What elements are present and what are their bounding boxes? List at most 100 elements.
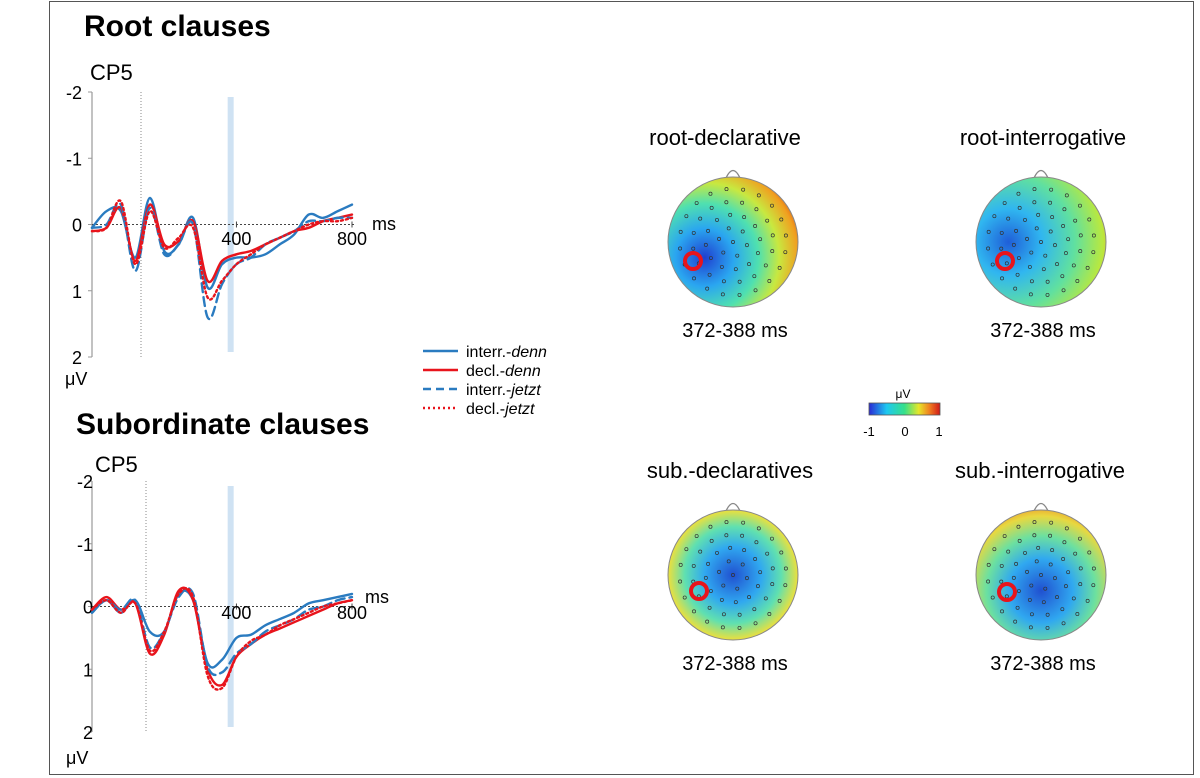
- topomap-sub-interrogative: [975, 502, 1107, 641]
- electrode-dot: [1050, 548, 1055, 553]
- electrode-dot: [752, 274, 757, 279]
- electrode-dot: [1041, 267, 1046, 272]
- electrode-dot: [756, 526, 761, 531]
- electrode-dot: [1016, 256, 1021, 260]
- electrode-dot: [1087, 217, 1092, 222]
- electrode-dot: [1023, 550, 1027, 555]
- topomap-root-interrogative: [975, 169, 1107, 308]
- electrode-dot: [1085, 265, 1090, 270]
- topo-title-sub-int: sub.-interrogative: [955, 458, 1125, 483]
- electrode-dot: [720, 292, 725, 297]
- electrode-dot: [1032, 200, 1037, 205]
- electrode-dot: [755, 584, 760, 589]
- colorbar: μV -1 0 1: [863, 387, 942, 439]
- electrode-dot: [715, 550, 719, 555]
- electrode-dot: [1053, 243, 1057, 248]
- electrode-dot: [783, 566, 788, 571]
- electrode-dot: [758, 570, 763, 575]
- electrode-dot: [1091, 566, 1096, 571]
- electrode-dot: [735, 253, 740, 258]
- electrode-dot: [1025, 236, 1029, 241]
- electrode-dot: [783, 233, 788, 238]
- electrode-dot: [692, 609, 696, 614]
- electrode-dot: [1028, 625, 1033, 630]
- electrode-dot: [1014, 228, 1019, 233]
- electrode-dot: [1027, 597, 1032, 602]
- x-tick-label: 400: [221, 229, 251, 249]
- electrode-dot: [753, 224, 758, 228]
- electrode-dot: [1015, 272, 1020, 277]
- electrode-dot: [737, 612, 742, 617]
- electrode-dot: [767, 612, 772, 616]
- electrode-dot: [1034, 226, 1039, 231]
- electrode-dot: [747, 595, 751, 600]
- electrode-dot: [1006, 549, 1011, 554]
- electrode-dot: [1073, 551, 1078, 556]
- electrode-dot: [756, 193, 761, 198]
- electrode-dot: [1053, 576, 1057, 581]
- electrode-dot: [990, 262, 995, 267]
- electrode-dot: [1015, 605, 1020, 610]
- colorbar-unit: μV: [896, 387, 911, 401]
- topo-window-root-int: 372-388 ms: [990, 320, 1096, 342]
- electrode-dot: [735, 586, 740, 591]
- topo-title-root-decl: root-declarative: [649, 125, 801, 150]
- electrode-dot: [1078, 536, 1082, 541]
- electrode-dot: [779, 217, 784, 222]
- electrode-dot: [724, 520, 729, 525]
- electrode-dot: [779, 550, 784, 555]
- electrode-dot: [1048, 229, 1053, 234]
- electrode-dot: [765, 551, 770, 556]
- electrode-dot: [706, 228, 711, 233]
- electrode-dot: [719, 597, 724, 602]
- electrode-dot: [1055, 595, 1059, 600]
- electrode-dot: [754, 540, 759, 545]
- topomap-sub-declaratives: [667, 502, 799, 641]
- electrode-dot: [1063, 584, 1068, 589]
- legend-label-decl-denn: decl.-denn: [466, 363, 541, 380]
- electrode-dot: [1066, 570, 1071, 575]
- root-section-title: Root clauses: [84, 10, 271, 43]
- sub-erp-panel: Subordinate clauses CP5 -2 -1 0 1 2 μV 400 800m…: [66, 408, 389, 768]
- y-tick-label: 2: [72, 348, 82, 368]
- erp-series-decl-jetzt: [90, 199, 354, 301]
- electrode-dot: [742, 215, 747, 220]
- electrode-dot: [1062, 207, 1067, 212]
- y-unit-label: μV: [66, 748, 88, 768]
- electrode-dot: [745, 243, 749, 248]
- electrode-dot: [1078, 203, 1082, 208]
- electrode-dot: [1039, 240, 1043, 244]
- electrode-dot: [753, 557, 758, 561]
- x-tick-label: 400: [221, 603, 251, 623]
- electrode-dot: [754, 207, 759, 212]
- electrode-dot: [770, 249, 775, 254]
- electrode-dot: [1045, 625, 1050, 630]
- electrode-dot: [733, 600, 738, 605]
- electrode-dot: [1078, 566, 1083, 571]
- electrode-dot: [740, 533, 745, 538]
- electrode-marker-cp5: [683, 251, 703, 271]
- electrode-dot: [691, 246, 696, 251]
- electrode-dot: [999, 230, 1004, 235]
- sub-section-title: Subordinate clauses: [76, 408, 369, 441]
- topomap-root-declarative: [667, 169, 799, 308]
- electrode-dot: [1016, 524, 1021, 529]
- electrode-dot: [777, 598, 782, 603]
- electrode-dot: [1014, 561, 1019, 566]
- erp-series-interr-jetzt: [90, 201, 354, 321]
- electrode-dot: [737, 625, 742, 630]
- electrode-dot: [708, 191, 713, 196]
- colorbar-tick-max: 1: [935, 424, 942, 439]
- sub-channel-label: CP5: [95, 452, 138, 477]
- electrode-dot: [1032, 520, 1037, 525]
- legend-label-interr-jetzt: interr.-jetzt: [466, 382, 541, 399]
- electrode-dot: [1013, 286, 1018, 291]
- electrode-dot: [1045, 292, 1050, 297]
- nose-icon: [1033, 169, 1049, 179]
- electrode-dot: [705, 286, 710, 291]
- electrode-dot: [1017, 205, 1022, 210]
- electrode-dot: [1075, 612, 1080, 616]
- electrode-dot: [1073, 218, 1078, 223]
- electrode-dot: [1091, 250, 1096, 255]
